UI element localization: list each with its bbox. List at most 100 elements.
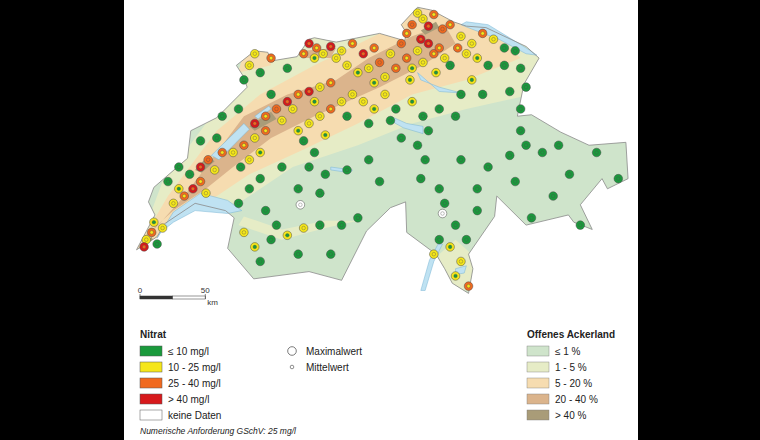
station-max	[421, 155, 430, 164]
station-mean	[459, 35, 463, 39]
station-max	[464, 282, 473, 291]
station	[175, 163, 184, 172]
station-mean	[503, 46, 507, 50]
station-mean	[508, 154, 512, 158]
station-mean	[513, 180, 517, 184]
station-max	[305, 87, 314, 96]
station-mean	[172, 202, 176, 206]
station-mean	[258, 71, 262, 75]
station-mean	[318, 85, 322, 89]
station-max	[364, 119, 373, 128]
station-max	[473, 54, 482, 63]
station-max	[408, 97, 417, 106]
station	[267, 235, 276, 244]
station-max	[256, 68, 265, 77]
legend-swatch	[140, 410, 162, 420]
station	[196, 137, 205, 146]
scale-bar: 050km	[138, 286, 219, 307]
legend-label: 25 - 40 mg/l	[168, 378, 221, 389]
station	[316, 221, 325, 230]
station-mean	[419, 177, 423, 181]
station	[397, 134, 406, 143]
station-mean	[372, 46, 376, 50]
station-max	[189, 185, 198, 194]
station-max	[261, 206, 270, 215]
station-mean	[475, 187, 479, 191]
station-mean	[199, 139, 203, 143]
station-mean	[291, 107, 295, 111]
lakes	[157, 22, 537, 291]
station	[457, 90, 466, 99]
station-mean	[253, 136, 257, 140]
station-mean	[269, 238, 273, 242]
station	[592, 148, 601, 157]
legend-label: 10 - 25 mg/l	[168, 362, 221, 373]
station	[381, 90, 390, 99]
station-max	[283, 97, 292, 106]
station-mean	[410, 23, 414, 27]
station	[478, 90, 487, 99]
station	[337, 47, 346, 56]
station-max	[375, 58, 384, 67]
station-max	[337, 221, 346, 230]
station-max	[381, 90, 390, 99]
station-mean	[329, 252, 333, 256]
station	[185, 170, 194, 179]
station	[153, 240, 162, 249]
station-max	[457, 32, 466, 41]
lake	[157, 193, 242, 238]
station-mean	[286, 100, 290, 104]
station-max	[240, 76, 249, 85]
legend-swatch	[140, 394, 162, 404]
station-max	[196, 177, 205, 186]
station-mean	[524, 85, 528, 89]
station	[359, 97, 368, 106]
landuse-area	[421, 22, 439, 35]
station-mean	[286, 66, 290, 70]
station-mean	[467, 284, 471, 288]
station-max	[419, 112, 428, 121]
station	[522, 83, 531, 92]
station-max	[565, 170, 574, 179]
station	[435, 185, 444, 194]
station-mean	[351, 93, 355, 97]
station-max	[229, 148, 238, 157]
station-mean	[144, 238, 148, 242]
station-mean	[421, 114, 425, 118]
station	[175, 185, 184, 194]
station-mean	[286, 233, 290, 237]
station-mean	[616, 177, 620, 181]
station-mean	[372, 81, 376, 85]
station-max	[245, 155, 254, 164]
station-max	[234, 199, 243, 208]
station-mean	[470, 42, 474, 46]
station-max	[468, 76, 477, 85]
station-mean	[486, 64, 490, 68]
station-max	[364, 155, 373, 164]
scale-bar-segment	[140, 296, 173, 299]
station	[169, 199, 178, 208]
station-mean	[454, 223, 458, 227]
station	[424, 39, 433, 48]
station-max	[240, 228, 249, 237]
station-max	[364, 64, 373, 73]
station-max	[343, 112, 352, 121]
station-max	[294, 126, 303, 135]
station	[516, 126, 525, 135]
station-max	[218, 148, 227, 157]
station-max	[446, 243, 455, 252]
station	[272, 221, 281, 230]
station-max	[435, 185, 444, 194]
station-max	[511, 177, 520, 186]
station-mean	[568, 172, 572, 176]
station-mean	[313, 100, 317, 104]
station-max	[522, 141, 531, 150]
station	[522, 141, 531, 150]
station	[424, 126, 433, 135]
station-mean	[416, 11, 420, 15]
station-mean	[405, 56, 409, 60]
station-max	[473, 185, 482, 194]
station-max	[473, 206, 482, 215]
station-max	[234, 105, 243, 114]
station	[370, 78, 379, 87]
